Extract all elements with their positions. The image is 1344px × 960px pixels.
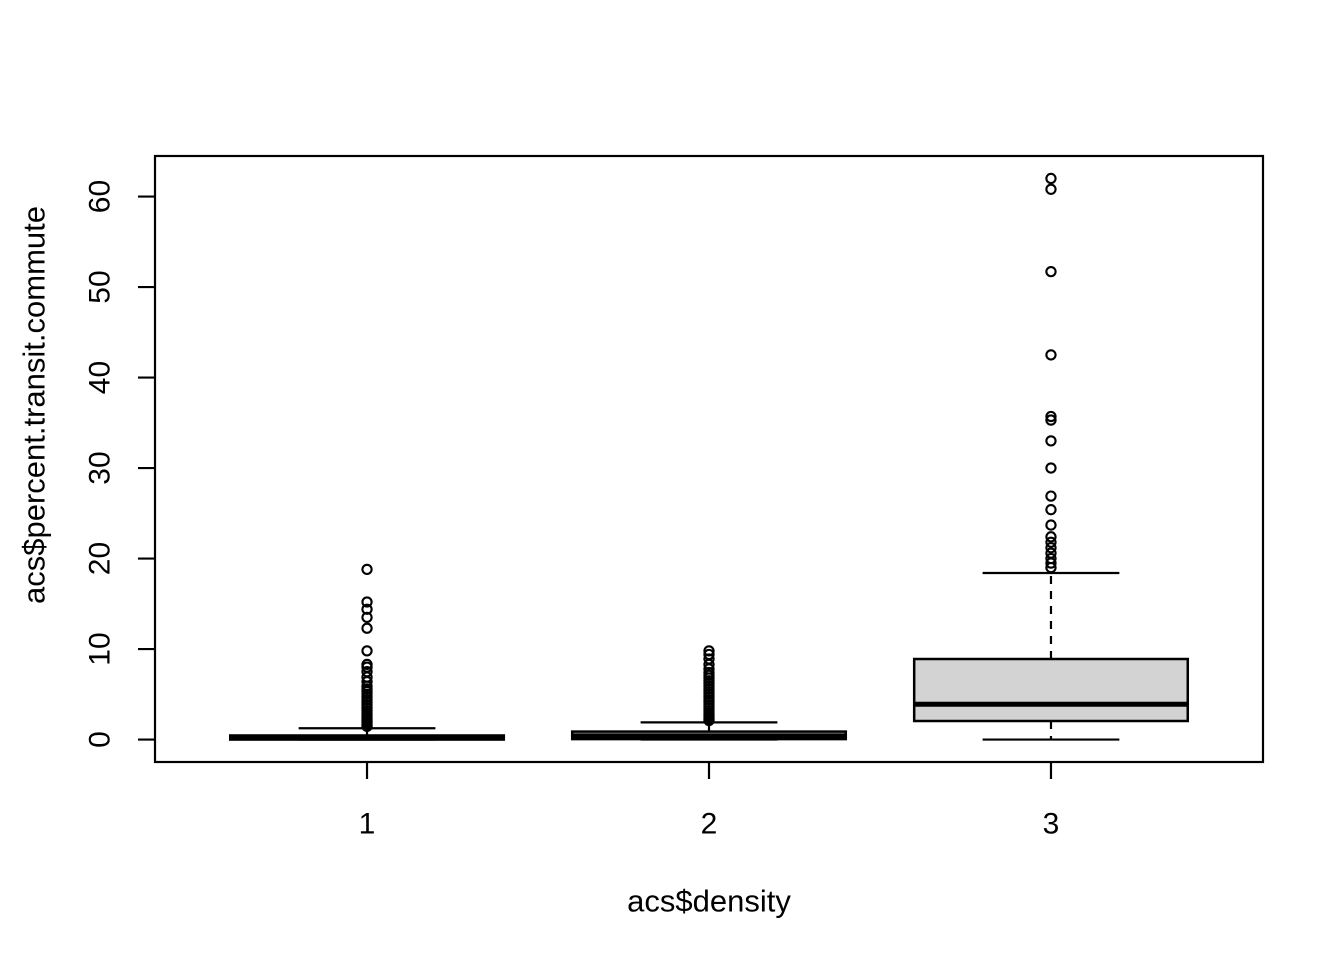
outlier-point [1045, 410, 1057, 423]
outlier-point [1045, 557, 1057, 569]
outlier-point [1045, 504, 1057, 516]
outlier-point [1045, 414, 1057, 426]
y-tick-label: 50 [84, 270, 117, 303]
y-tick-label: 60 [84, 180, 117, 213]
x-tick-label: 3 [1043, 808, 1060, 841]
x-tick-label: 2 [701, 808, 718, 841]
outlier-point [1045, 462, 1057, 474]
outlier-point [1045, 531, 1057, 543]
x-axis-title: acs$density [627, 884, 791, 919]
y-tick-label: 30 [84, 451, 117, 484]
outlier-point [361, 596, 373, 608]
outlier-point [1045, 536, 1057, 548]
outlier-point [1045, 183, 1057, 195]
outlier-point [361, 645, 373, 657]
outlier-point [1045, 172, 1057, 185]
y-axis-title: acs$percent.transit.commute [17, 206, 52, 604]
y-tick-label: 40 [84, 361, 117, 394]
outlier-point [1045, 349, 1057, 361]
outlier-point [1045, 490, 1057, 502]
outlier-point [1045, 561, 1057, 574]
outlier-point [703, 714, 715, 727]
outlier-point [361, 563, 373, 576]
box [912, 657, 1190, 723]
y-tick-label: 10 [84, 632, 117, 665]
y-tick-label: 0 [84, 731, 117, 748]
x-tick-label: 1 [359, 808, 376, 841]
outlier-point [361, 622, 373, 634]
outlier-point [1045, 542, 1057, 554]
y-tick-label: 20 [84, 542, 117, 575]
outlier-point [703, 645, 715, 657]
outlier-point [361, 611, 373, 624]
outlier-point [361, 720, 373, 733]
outlier-point [1045, 266, 1057, 278]
outlier-point [361, 603, 373, 615]
outlier-point [703, 658, 715, 671]
outlier-point [1045, 519, 1057, 531]
outlier-point [1045, 435, 1057, 447]
